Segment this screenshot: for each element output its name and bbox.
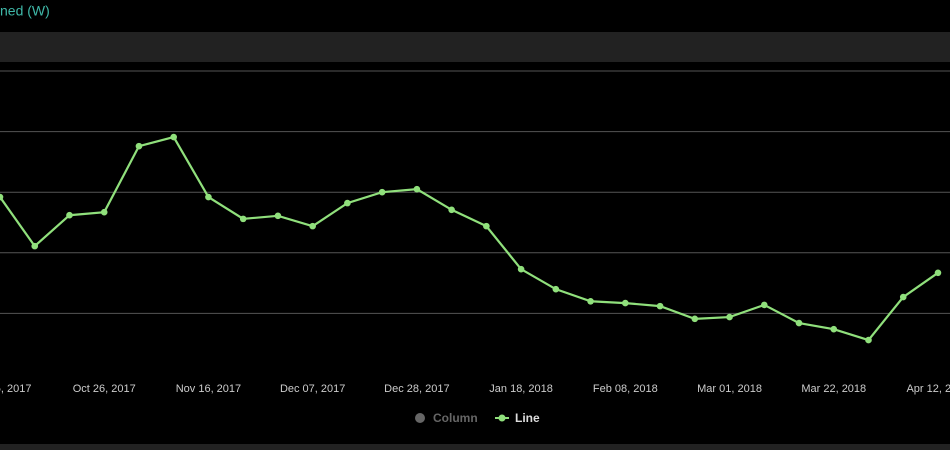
point xyxy=(378,188,386,196)
legend-label[interactable]: Column xyxy=(433,411,478,425)
x-tick-label: Nov 16, 2017 xyxy=(176,383,241,395)
point xyxy=(726,313,733,321)
point xyxy=(934,269,942,277)
point xyxy=(830,325,838,333)
point xyxy=(587,297,594,305)
point xyxy=(274,212,282,220)
point xyxy=(100,208,108,216)
point xyxy=(760,301,768,309)
x-tick-label: Dec 28, 2017 xyxy=(384,383,449,395)
x-tick-label: Jan 18, 2018 xyxy=(489,383,553,395)
x-tick-label: Mar 22, 2018 xyxy=(801,383,866,395)
footer-bar xyxy=(0,444,950,450)
point xyxy=(899,293,907,301)
point xyxy=(309,222,316,230)
x-tick-label: Feb 08, 2018 xyxy=(593,383,658,395)
x-tick-label: Dec 07, 2017 xyxy=(280,383,345,395)
point xyxy=(656,302,664,310)
point xyxy=(66,211,73,219)
point xyxy=(517,265,525,273)
point xyxy=(170,133,177,141)
chart-title: ned (W) xyxy=(0,3,50,19)
point xyxy=(0,193,4,201)
point xyxy=(552,285,560,293)
x-tick-label: Apr 12, 2018 xyxy=(906,383,950,395)
point xyxy=(795,319,803,327)
x-tick-label: Mar 01, 2018 xyxy=(697,383,762,395)
point xyxy=(413,185,421,193)
point xyxy=(622,299,629,307)
x-tick-label: Oct 05, 2017 xyxy=(0,383,32,395)
point xyxy=(239,215,247,223)
x-tick-label: Oct 26, 2017 xyxy=(73,383,136,395)
point xyxy=(865,336,872,344)
point xyxy=(448,206,455,214)
point xyxy=(344,199,351,207)
point xyxy=(691,315,699,323)
toolbar xyxy=(0,32,950,62)
legend-label[interactable]: Line xyxy=(515,411,540,425)
legend-marker xyxy=(415,413,425,423)
legend-marker xyxy=(498,414,506,422)
point xyxy=(135,142,143,150)
point xyxy=(483,222,490,230)
point xyxy=(205,193,212,201)
point xyxy=(31,242,39,250)
line xyxy=(0,135,939,342)
